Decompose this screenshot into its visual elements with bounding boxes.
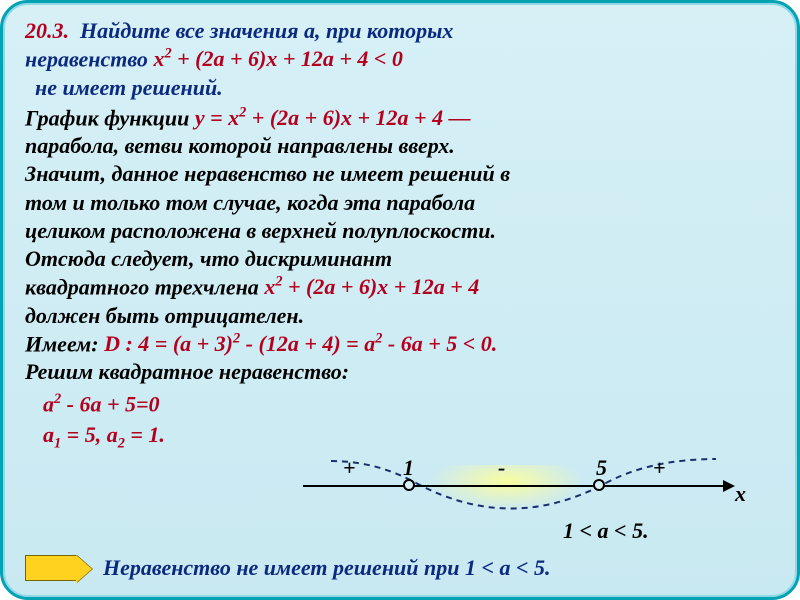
task-line1: 20.3. Найдите все значения а, при которы… — [25, 17, 775, 45]
slide-frame: 20.3. Найдите все значения а, при которы… — [0, 0, 800, 600]
sol-p1y: y = x — [195, 105, 239, 130]
sol-p9a: Имеем: — [25, 331, 104, 356]
eq2b: = 5, a — [61, 422, 118, 447]
eq2c: = 1. — [125, 422, 165, 447]
eq1b: - 6a + 5=0 — [61, 392, 159, 417]
eq1: a2 - 6a + 5=0 — [43, 390, 775, 418]
sol-p3: Значит, данное неравенство не имеет реше… — [25, 160, 775, 188]
sol-p7tail: + (2a + 6)x + 12a + 4 — [282, 274, 479, 299]
tick-label-1: 1 — [403, 455, 414, 481]
sol-p1: График функции y = x2 + (2a + 6)x + 12a … — [25, 104, 775, 132]
task-expr-tail: + (2a + 6)x + 12a + 4 < 0 — [172, 46, 403, 71]
sol-p6: Отсюда следует, что дискриминант — [25, 245, 775, 273]
task-line2: неравенство x2 + (2a + 6)x + 12a + 4 < 0 — [25, 45, 775, 73]
axis-line — [303, 485, 733, 487]
highlight-glow — [409, 465, 605, 520]
sol-p7: квадратного трехчлена x2 + (2a + 6)x + 1… — [25, 273, 775, 301]
sol-p7-expr: x2 + (2a + 6)x + 12a + 4 — [264, 274, 479, 299]
sol-p7x: x — [264, 274, 275, 299]
task-expr-x: x — [153, 46, 164, 71]
sol-p2: парабола, ветви которой направлены вверх… — [25, 132, 775, 160]
answer-row: Неравенство не имеет решений при 1 < a <… — [25, 555, 551, 581]
arrow-icon — [25, 555, 77, 581]
task-line3: не имеет решений. — [25, 74, 775, 102]
task-number: 20.3. — [25, 18, 69, 43]
axis-var: x — [735, 481, 746, 507]
task-l2a: неравенство — [25, 46, 153, 71]
sol-p10: Решим квадратное неравенство: — [25, 358, 775, 386]
sol-p1a: График функции — [25, 105, 195, 130]
sup2-a: 2 — [164, 46, 171, 62]
task-l1: Найдите все значения а, при которых — [80, 18, 453, 43]
sol-p9d: - 6a + 5 < 0. — [382, 331, 497, 356]
sol-p4: том и только том случае, когда эта параб… — [25, 189, 775, 217]
sol-p1-expr: y = x2 + (2a + 6)x + 12a + 4 — — [195, 105, 471, 130]
sol-p7a: квадратного трехчлена — [25, 274, 264, 299]
sub2: 2 — [118, 435, 125, 451]
sol-p8: должен быть отрицателен. — [25, 302, 775, 330]
eq2a: a — [43, 422, 54, 447]
number-line-diagram: 1 5 + - + x — [303, 455, 763, 525]
sol-p9b: D : 4 = (a + 3) — [104, 331, 233, 356]
interval-result: 1 < a < 5. — [563, 518, 649, 544]
eq1a: a — [43, 392, 54, 417]
eq2: a1 = 5, a2 = 1. — [43, 421, 775, 453]
sol-p5: целиком расположена в верхней полуплоско… — [25, 217, 775, 245]
sign-plus-left: + — [343, 455, 356, 481]
task-expr: x2 + (2a + 6)x + 12a + 4 < 0 — [153, 46, 403, 71]
sol-p9c: - (12a + 4) = a — [240, 331, 375, 356]
sol-p9-expr: D : 4 = (a + 3)2 - (12a + 4) = a2 - 6a +… — [104, 331, 497, 356]
answer-text: Неравенство не имеет решений при 1 < a <… — [103, 555, 551, 581]
sol-p1tail: + (2a + 6)x + 12a + 4 — — [246, 105, 470, 130]
sol-p9: Имеем: D : 4 = (a + 3)2 - (12a + 4) = a2… — [25, 330, 775, 358]
sign-plus-right: + — [653, 455, 666, 481]
tick-label-5: 5 — [596, 455, 607, 481]
sign-minus: - — [498, 455, 505, 481]
